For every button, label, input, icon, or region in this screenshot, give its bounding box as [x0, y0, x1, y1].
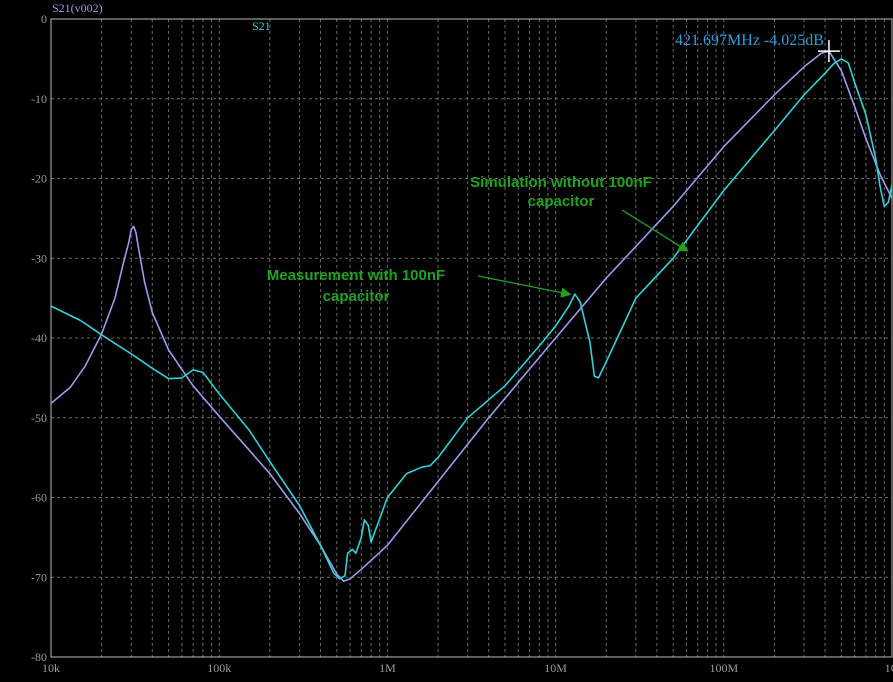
annotation-arrow	[477, 275, 572, 298]
x-tick-label: 1M	[379, 661, 396, 675]
y-tick-label: 0	[41, 12, 47, 26]
x-tick-label: 10M	[544, 661, 567, 675]
cursor-readout: 421.697MHz -4.025dB	[675, 32, 824, 49]
y-tick-label: -70	[31, 570, 47, 584]
x-tick-label: 100M	[709, 661, 738, 675]
annotation-text: Measurement with 100nF	[267, 267, 445, 284]
y-tick-label: -10	[31, 92, 47, 106]
y-tick-label: -80	[31, 650, 47, 664]
annotation-text: capacitor	[528, 193, 595, 210]
annotation-arrow	[621, 209, 689, 252]
y-tick-label: -60	[31, 491, 47, 505]
x-tick-label: 1G	[885, 661, 893, 675]
x-tick-label: 100k	[207, 661, 231, 675]
simulation-trace-label: S21(v002)	[52, 1, 103, 15]
y-tick-label: -30	[31, 251, 47, 265]
simulation-series-line	[50, 50, 893, 583]
measurement-series-line	[50, 58, 893, 580]
series-layer	[50, 50, 893, 583]
annotation-layer: Simulation without 100nF capacitor Measure…	[267, 32, 840, 305]
x-tick-label: 10k	[42, 661, 60, 675]
plot-frame	[50, 18, 893, 658]
annotation-text: Simulation without 100nF	[470, 174, 652, 191]
y-tick-label: -40	[31, 331, 47, 345]
y-tick-label: -50	[31, 411, 47, 425]
y-tick-label: -20	[31, 172, 47, 186]
measurement-trace-label: S21	[252, 19, 271, 33]
grid-layer	[50, 18, 893, 658]
annotation-text: capacitor	[323, 288, 390, 305]
